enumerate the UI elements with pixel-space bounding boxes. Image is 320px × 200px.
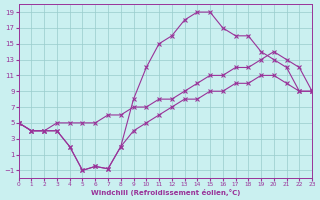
X-axis label: Windchill (Refroidissement éolien,°C): Windchill (Refroidissement éolien,°C) bbox=[91, 189, 240, 196]
